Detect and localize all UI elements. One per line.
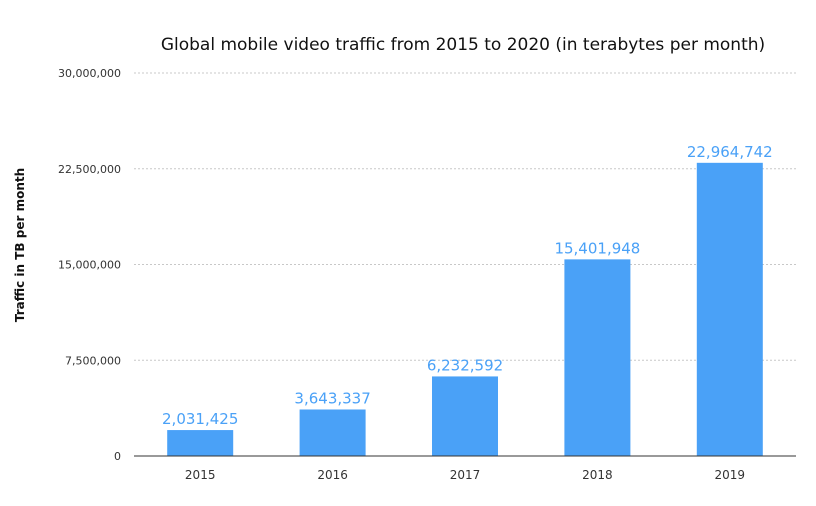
x-tick-label: 2017 [450,468,481,482]
data-label-2016: 3,643,337 [294,389,370,407]
x-tick-label: 2019 [715,468,746,482]
x-axis-ticks: 2015 2016 2017 2018 2019 [185,468,745,482]
x-tick-label: 2015 [185,468,216,482]
y-axis-label: Traffic in TB per month [13,168,27,322]
data-label-2019: 22,964,742 [687,143,773,161]
data-label-2018: 15,401,948 [554,239,640,257]
bar-2016 [299,409,366,456]
y-tick-label: 22,500,000 [58,163,121,176]
x-tick-label: 2018 [582,468,613,482]
y-axis-ticks: 0 7,500,000 15,000,000 22,500,000 30,000,000 [58,67,121,463]
bar-2019 [696,162,763,457]
y-tick-label: 15,000,000 [58,259,121,272]
y-tick-label: 0 [114,450,121,463]
data-label-2017: 6,232,592 [427,356,503,374]
gridlines [134,72,796,361]
x-tick-label: 2016 [317,468,348,482]
data-label-2015: 2,031,425 [162,410,238,428]
bar-2017 [432,376,498,456]
bar-2015 [167,430,234,456]
bar-2018 [564,259,631,456]
y-tick-label: 30,000,000 [58,67,121,80]
y-tick-label: 7,500,000 [65,354,121,367]
bars: 2,031,425 3,643,337 6,232,592 15,401,948 22,… [162,143,773,457]
chart-title: Global mobile video traffic from 2015 to… [161,35,765,55]
